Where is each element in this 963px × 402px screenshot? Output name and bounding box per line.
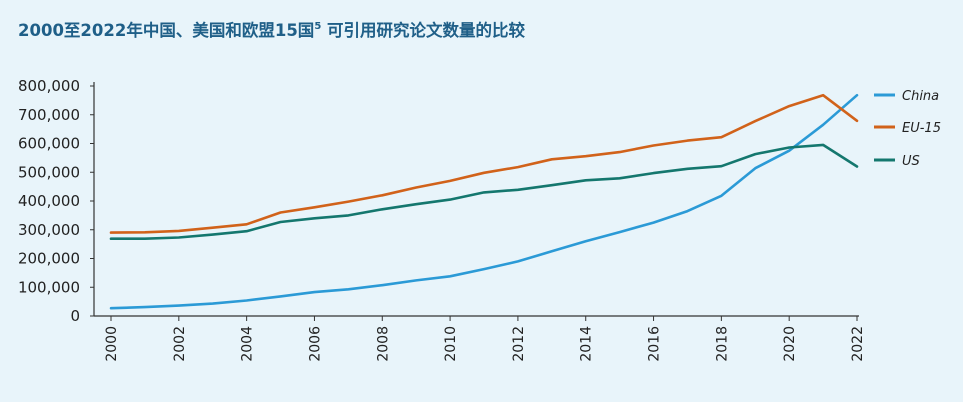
x-tick-label: 2000 xyxy=(104,326,120,362)
x-tick-label: 2018 xyxy=(714,326,730,362)
x-tick-label: 2016 xyxy=(647,326,663,362)
title-superscript: 5 xyxy=(314,21,321,32)
legend-label-china: China xyxy=(902,89,939,104)
series-line-us xyxy=(109,143,859,240)
legend: China EU-15 US xyxy=(874,89,941,169)
x-tick-label: 2004 xyxy=(240,326,256,362)
legend-label-us: US xyxy=(902,154,920,169)
axes: 0 100,000 200,000 300,000 400,000 500,000 600,… xyxy=(18,77,866,362)
legend-label-eu-15: EU-15 xyxy=(902,121,941,136)
x-tick-label: 2022 xyxy=(850,326,866,362)
title-suffix: 可引用研究论文数量的比较 xyxy=(321,20,525,40)
x-tick-label: 2012 xyxy=(511,326,527,362)
y-tick-label: 200,000 xyxy=(18,250,80,268)
series-line-china xyxy=(109,93,859,310)
y-tick-label: 500,000 xyxy=(18,163,80,181)
series-line-eu-15 xyxy=(109,93,859,234)
y-tick-label: 600,000 xyxy=(18,135,80,153)
x-tick-label: 2008 xyxy=(375,326,391,362)
y-tick-label: 400,000 xyxy=(18,192,80,210)
chart-title: 2000至2022年中国、美国和欧盟15国5 可引用研究论文数量的比较 xyxy=(18,20,526,40)
y-tick-label: 800,000 xyxy=(18,77,80,95)
y-tick-label: 300,000 xyxy=(18,221,80,239)
series-lines xyxy=(109,93,859,310)
y-tick-label: 700,000 xyxy=(18,106,80,124)
x-tick-label: 2020 xyxy=(782,326,798,362)
x-tick-label: 2014 xyxy=(579,326,595,362)
y-tick-label: 100,000 xyxy=(18,278,80,296)
x-tick-label: 2002 xyxy=(172,326,188,362)
x-tick-label: 2006 xyxy=(307,326,323,362)
y-tick-label: 0 xyxy=(70,307,80,325)
title-main: 2000至2022年中国、美国和欧盟15国 xyxy=(18,20,314,40)
x-tick-label: 2010 xyxy=(443,326,459,362)
